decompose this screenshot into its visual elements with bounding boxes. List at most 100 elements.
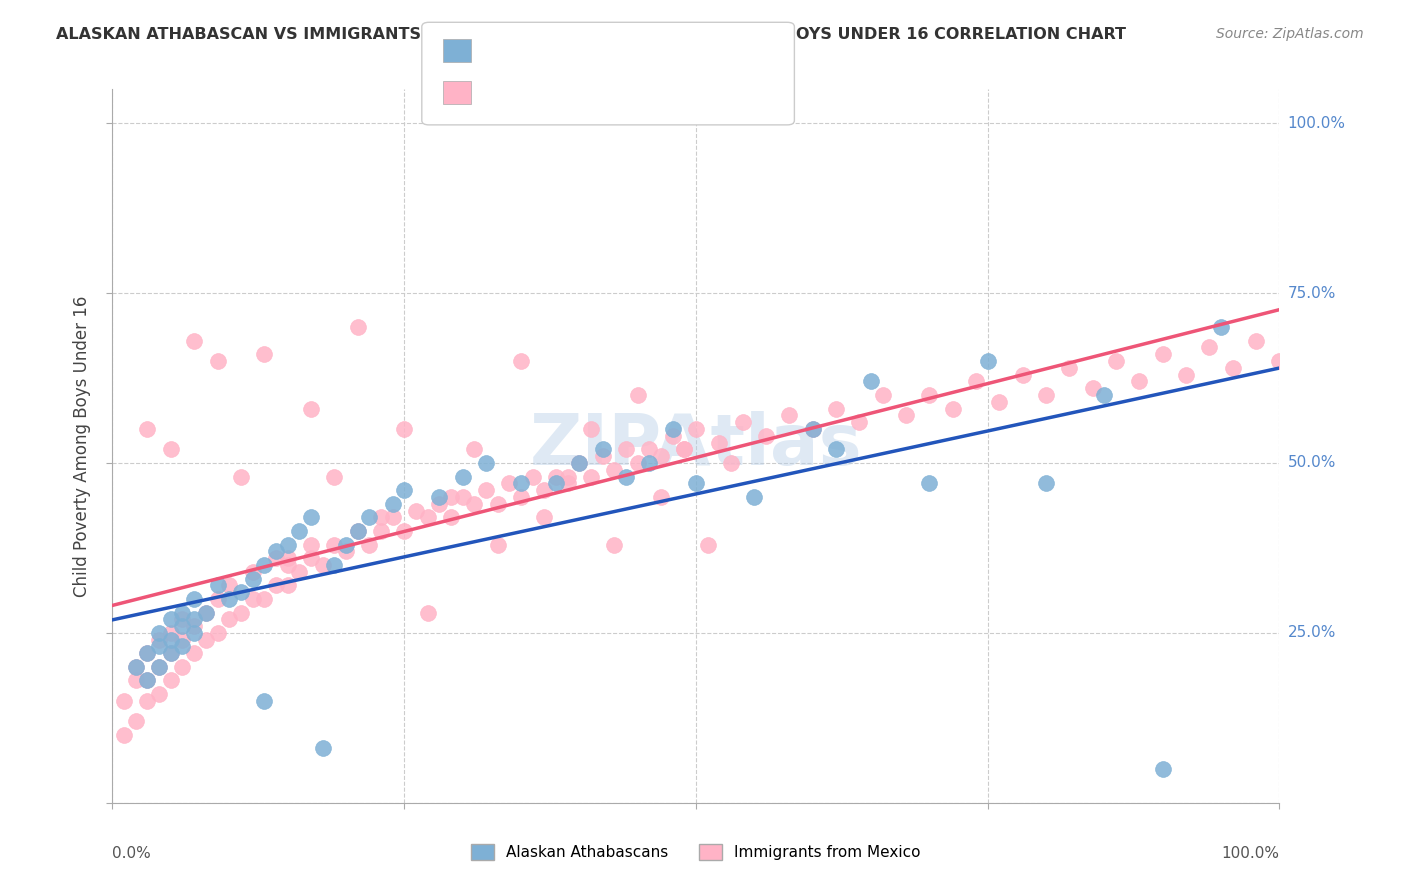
Point [463,442,485,457]
Point [218,578,240,592]
Point [242,591,264,606]
Point [673,442,696,457]
Point [148,640,170,654]
Point [229,585,252,599]
Point [825,442,848,457]
Point [614,442,637,457]
Point [498,476,520,491]
Point [346,524,368,538]
Point [533,483,555,498]
Point [872,388,894,402]
Point [160,646,183,660]
Point [288,565,311,579]
Point [614,469,637,483]
Text: 120: 120 [637,87,675,105]
Point [183,612,205,626]
Point [183,334,205,348]
Point [720,456,742,470]
Point [976,354,998,368]
Point [276,537,298,551]
Point [1175,368,1198,382]
Text: 100.0%: 100.0% [1288,116,1346,131]
Text: R =: R = [482,45,523,63]
Point [522,469,544,483]
Point [1094,388,1116,402]
Point [1244,334,1267,348]
Point [579,422,602,436]
Point [253,694,276,708]
Point [125,673,148,688]
Point [242,565,264,579]
Point [370,524,392,538]
Point [335,537,357,551]
Point [685,422,707,436]
Point [276,578,298,592]
Point [148,660,170,674]
Point [323,537,346,551]
Point [755,429,778,443]
Point [627,456,650,470]
Point [394,524,416,538]
Point [394,483,416,498]
Point [148,687,170,701]
Point [160,626,183,640]
Point [1059,360,1081,375]
Point [172,640,194,654]
Point [988,394,1011,409]
Point [112,728,135,742]
Point [136,422,159,436]
Point [253,558,276,572]
Point [172,612,194,626]
Point [381,510,404,524]
Point [299,401,322,416]
Point [253,591,276,606]
Text: ALASKAN ATHABASCAN VS IMMIGRANTS FROM MEXICO CHILD POVERTY AMONG BOYS UNDER 16 C: ALASKAN ATHABASCAN VS IMMIGRANTS FROM ME… [56,27,1126,42]
Point [416,510,439,524]
Point [744,490,766,504]
Point [427,497,450,511]
Point [183,619,205,633]
Point [207,578,229,592]
Point [346,320,368,334]
Point [918,476,941,491]
Point [1035,476,1057,491]
Point [125,660,148,674]
Legend: Alaskan Athabascans, Immigrants from Mexico: Alaskan Athabascans, Immigrants from Mex… [465,838,927,866]
Point [1198,341,1220,355]
Point [148,660,170,674]
Point [160,646,183,660]
Point [440,490,463,504]
Point [894,409,917,423]
Point [323,469,346,483]
Point [218,591,240,606]
Point [242,572,264,586]
Point [533,510,555,524]
Point [346,524,368,538]
Point [264,578,287,592]
Point [359,510,381,524]
Point [709,435,731,450]
Text: N =: N = [595,87,637,105]
Point [160,673,183,688]
Point [370,510,392,524]
Point [125,714,148,729]
Point [136,646,159,660]
Point [323,558,346,572]
Point [650,490,672,504]
Point [568,456,591,470]
Point [696,537,718,551]
Point [650,449,672,463]
Point [942,401,965,416]
Point [638,442,661,457]
Point [463,497,485,511]
Point [183,626,205,640]
Point [264,551,287,566]
Point [1222,360,1244,375]
Point [160,612,183,626]
Point [276,551,298,566]
Point [451,469,474,483]
Point [603,537,626,551]
Point [544,469,567,483]
Point [731,415,754,429]
Point [136,694,159,708]
